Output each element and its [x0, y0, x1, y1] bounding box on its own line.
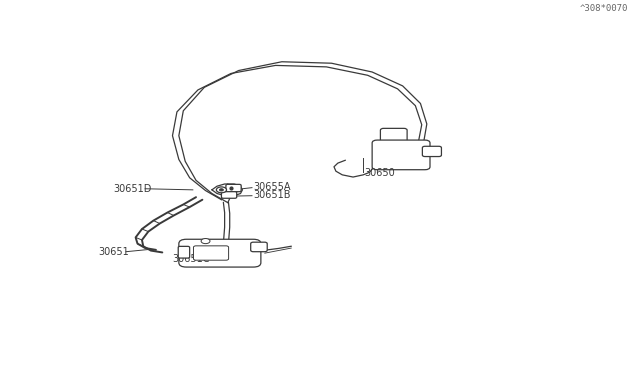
FancyBboxPatch shape	[178, 246, 189, 258]
FancyBboxPatch shape	[193, 246, 228, 260]
Text: 30655A: 30655A	[253, 182, 291, 192]
Circle shape	[201, 238, 210, 244]
Text: ^308*0070: ^308*0070	[580, 4, 628, 13]
FancyBboxPatch shape	[372, 140, 430, 170]
Text: 30650: 30650	[365, 168, 396, 178]
FancyBboxPatch shape	[221, 192, 237, 198]
FancyBboxPatch shape	[380, 128, 407, 146]
FancyBboxPatch shape	[226, 185, 241, 192]
Circle shape	[216, 187, 227, 193]
FancyBboxPatch shape	[179, 239, 261, 267]
Text: 30651D: 30651D	[113, 184, 152, 194]
Text: 30651B: 30651B	[253, 190, 291, 200]
Circle shape	[220, 189, 223, 191]
Text: 30651C: 30651C	[173, 254, 210, 264]
FancyBboxPatch shape	[251, 242, 268, 252]
Text: 30651: 30651	[99, 247, 129, 257]
FancyBboxPatch shape	[422, 146, 442, 157]
